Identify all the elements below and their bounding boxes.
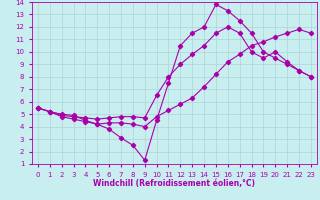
X-axis label: Windchill (Refroidissement éolien,°C): Windchill (Refroidissement éolien,°C) <box>93 179 255 188</box>
